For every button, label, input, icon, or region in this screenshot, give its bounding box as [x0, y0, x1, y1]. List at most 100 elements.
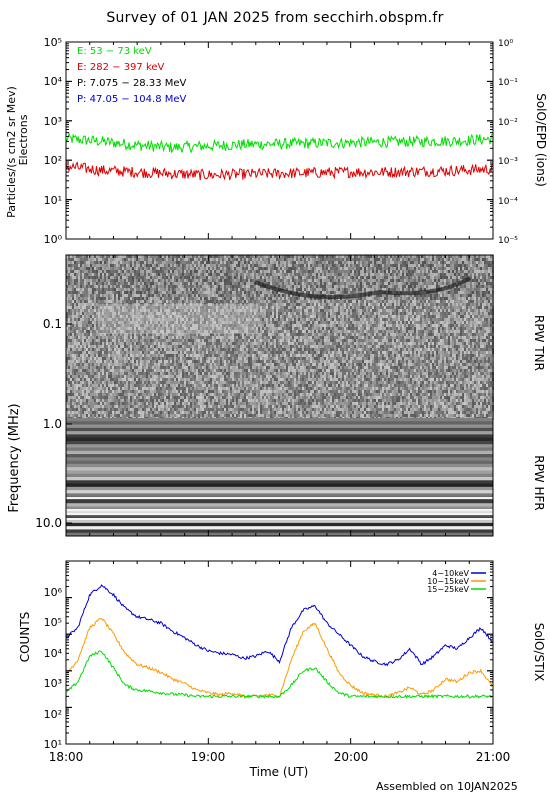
spectro-cell	[182, 396, 184, 399]
spectro-cell	[220, 303, 222, 306]
spectro-cell	[162, 273, 164, 276]
spectro-cell	[178, 318, 180, 321]
spectro-cell	[100, 390, 102, 393]
spectro-cell	[196, 384, 198, 387]
spectro-cell	[234, 327, 236, 330]
spectro-cell	[168, 381, 170, 384]
spectro-cell	[122, 357, 124, 360]
spectro-cell	[220, 378, 222, 381]
spectro-cell	[110, 267, 112, 270]
spectro-cell	[246, 261, 248, 264]
spectro-cell	[180, 339, 182, 342]
spectro-cell	[214, 390, 216, 393]
spectro-cell	[170, 366, 172, 369]
spectro-cell	[74, 270, 76, 273]
spectro-cell	[212, 366, 214, 369]
spectro-cell	[166, 273, 168, 276]
spectro-cell	[106, 360, 108, 363]
spectro-cell	[136, 288, 138, 291]
spectro-cell	[92, 408, 94, 411]
spectro-cell	[240, 288, 242, 291]
spectro-cell	[210, 339, 212, 342]
spectro-cell	[80, 393, 82, 396]
spectro-cell	[146, 261, 148, 264]
spectro-cell	[152, 366, 154, 369]
spectro-cell	[238, 327, 240, 330]
spectro-cell	[150, 342, 152, 345]
spectro-cell	[126, 339, 128, 342]
spectro-cell	[196, 342, 198, 345]
spectro-cell	[72, 348, 74, 351]
spectro-cell	[126, 261, 128, 264]
spectro-cell	[234, 276, 236, 279]
spectro-cell	[206, 285, 208, 288]
spectro-cell	[90, 297, 92, 300]
spectro-cell	[162, 288, 164, 291]
spectro-cell	[126, 369, 128, 372]
spectro-cell	[124, 321, 126, 324]
spectro-cell	[180, 363, 182, 366]
spectro-cell	[174, 369, 176, 372]
spectro-cell	[166, 351, 168, 354]
spectro-cell	[100, 348, 102, 351]
spectro-cell	[220, 357, 222, 360]
spectro-cell	[160, 381, 162, 384]
spectro-cell	[162, 324, 164, 327]
spectro-cell	[130, 366, 132, 369]
spectro-cell	[86, 276, 88, 279]
spectro-cell	[68, 348, 70, 351]
spectro-cell	[108, 405, 110, 408]
spectro-cell	[224, 264, 226, 267]
spectro-cell	[206, 339, 208, 342]
spectro-cell	[164, 411, 166, 414]
spectro-cell	[196, 369, 198, 372]
spectro-cell	[174, 372, 176, 375]
spectro-cell	[90, 381, 92, 384]
spectro-cell	[184, 375, 186, 378]
spectro-cell	[184, 405, 186, 408]
spectro-cell	[88, 369, 90, 372]
spectro-cell	[212, 306, 214, 309]
spectro-cell	[68, 276, 70, 279]
spectro-cell	[176, 279, 178, 282]
spectro-cell	[224, 384, 226, 387]
spectro-cell	[102, 279, 104, 282]
spectro-cell	[140, 267, 142, 270]
spectro-cell	[198, 345, 200, 348]
spectro-cell	[144, 321, 146, 324]
spectro-cell	[228, 330, 230, 333]
spectro-cell	[238, 303, 240, 306]
spectro-cell	[228, 264, 230, 267]
spectro-cell	[180, 327, 182, 330]
spectro-cell	[92, 297, 94, 300]
spectro-cell	[176, 324, 178, 327]
spectro-cell	[216, 375, 218, 378]
spectro-cell	[120, 360, 122, 363]
spectro-cell	[118, 258, 120, 261]
spectro-cell	[226, 291, 228, 294]
spectro-cell	[98, 339, 100, 342]
spectro-cell	[74, 405, 76, 408]
spectro-cell	[182, 336, 184, 339]
spectro-cell	[178, 255, 180, 258]
spectro-cell	[70, 291, 72, 294]
spectro-cell	[140, 321, 142, 324]
spectro-cell	[102, 351, 104, 354]
spectro-cell	[156, 372, 158, 375]
spectro-cell	[198, 258, 200, 261]
spectro-cell	[208, 387, 210, 390]
spectro-cell	[132, 342, 134, 345]
spectro-cell	[66, 321, 68, 324]
spectro-cell	[242, 306, 244, 309]
spectro-cell	[96, 297, 98, 300]
spectro-cell	[152, 294, 154, 297]
spectro-cell	[212, 327, 214, 330]
spectro-cell	[218, 360, 220, 363]
spectro-cell	[216, 318, 218, 321]
spectro-cell	[166, 309, 168, 312]
spectro-cell	[174, 393, 176, 396]
spectro-cell	[110, 342, 112, 345]
spectro-cell	[230, 399, 232, 402]
spectro-cell	[110, 255, 112, 258]
spectro-cell	[154, 300, 156, 303]
